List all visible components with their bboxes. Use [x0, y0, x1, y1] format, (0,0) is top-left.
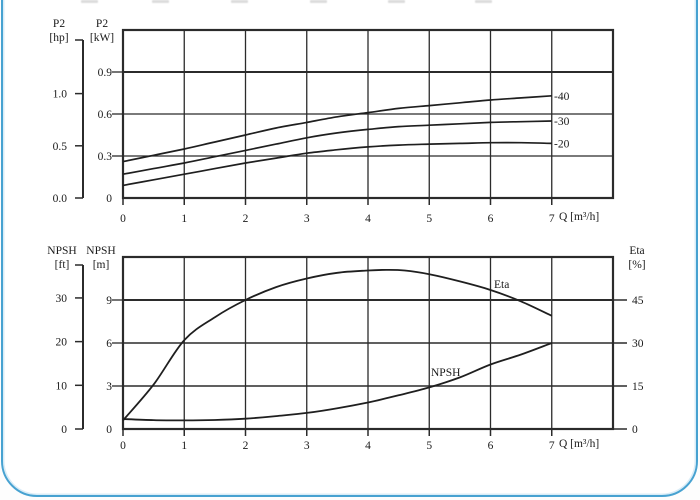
cropped-text-remnant [310, 0, 327, 3]
axis-unit-hp: [hp] [49, 32, 69, 44]
x-axis-unit-bottom: Q [m³/h] [559, 438, 600, 450]
axis-unit-kw: [kW] [89, 32, 115, 44]
bottom-x-tick-label: 2 [243, 440, 249, 452]
top-x-tick-label: 0 [120, 213, 126, 225]
curve-label-npsh: NPSH [431, 367, 460, 379]
ft-tick-label: 0 [61, 424, 67, 436]
ft-tick-label: 20 [56, 337, 68, 349]
bottom-x-tick-label: 3 [304, 440, 310, 452]
top-x-tick-label: 3 [304, 213, 310, 225]
hp-tick-label: 1.0 [53, 89, 68, 101]
bottom-x-tick-label: 7 [549, 440, 555, 452]
kw-tick-label: 0.6 [98, 109, 113, 121]
curve-label-20: -20 [554, 138, 570, 150]
axis-title-eta-pct: Eta [%] [615, 244, 659, 272]
curve-npsh [122, 342, 553, 422]
m-tick-label: 6 [106, 338, 112, 350]
top-x-tick-label: 6 [488, 213, 494, 225]
kw-tick-label: 0.3 [98, 151, 113, 163]
curve-40 [122, 94, 552, 163]
curve-20 [122, 141, 552, 187]
top-x-tick-label: 1 [181, 213, 187, 225]
cropped-text-remnant [81, 0, 98, 3]
axis-name-p2: P2 [95, 18, 109, 30]
cropped-text-remnant [388, 0, 405, 3]
curve-label-40: -40 [554, 91, 570, 103]
curve-eta [122, 268, 553, 421]
bottom-x-tick-label: 1 [181, 440, 187, 452]
kw-tick-label: 0.9 [98, 67, 113, 79]
curve-label-eta: Eta [494, 279, 509, 291]
axis-name-p2: P2 [52, 18, 66, 30]
ft-tick-label: 30 [56, 293, 68, 305]
axis-name-npsh: NPSH [47, 245, 77, 257]
axis-title-npsh-m: NPSH [m] [79, 244, 123, 272]
axis-unit-ft: [ft] [54, 259, 70, 271]
ft-tick-label: 10 [56, 380, 68, 392]
eta-tick-label: 0 [632, 424, 638, 436]
top-x-tick-label: 7 [549, 213, 555, 225]
top-x-tick-label: 2 [243, 213, 249, 225]
kw-tick-label: 0 [106, 193, 112, 205]
m-tick-label: 3 [106, 381, 112, 393]
axis-title-npsh-ft: NPSH [ft] [40, 244, 84, 272]
m-tick-label: 0 [106, 424, 112, 436]
axis-name-eta: Eta [629, 245, 645, 257]
top-x-tick-label: 4 [365, 213, 371, 225]
cropped-text-remnant [231, 0, 248, 3]
curve-30 [122, 120, 552, 176]
x-axis-unit-top: Q [m³/h] [559, 211, 600, 223]
axis-title-p2-kw: P2 [kW] [81, 17, 123, 45]
curve-label-30: -30 [554, 116, 570, 128]
axis-name-npsh: NPSH [86, 245, 116, 257]
bottom-x-tick-label: 0 [120, 440, 126, 452]
eta-tick-label: 45 [632, 295, 644, 307]
bottom-x-tick-label: 6 [488, 440, 494, 452]
top-x-tick-label: 5 [426, 213, 432, 225]
cropped-text-remnant [152, 0, 169, 3]
bottom-x-tick-label: 5 [426, 440, 432, 452]
cropped-text-remnant [475, 0, 492, 3]
axis-unit-m: [m] [92, 259, 110, 271]
axis-title-p2-hp: P2 [hp] [38, 17, 80, 45]
eta-tick-label: 15 [632, 381, 644, 393]
axis-unit-pct: [%] [628, 259, 646, 271]
hp-tick-label: 0.5 [53, 141, 68, 153]
m-tick-label: 9 [106, 295, 112, 307]
hp-tick-label: 0.0 [53, 193, 68, 205]
eta-tick-label: 30 [632, 338, 644, 350]
bottom-x-tick-label: 4 [365, 440, 371, 452]
